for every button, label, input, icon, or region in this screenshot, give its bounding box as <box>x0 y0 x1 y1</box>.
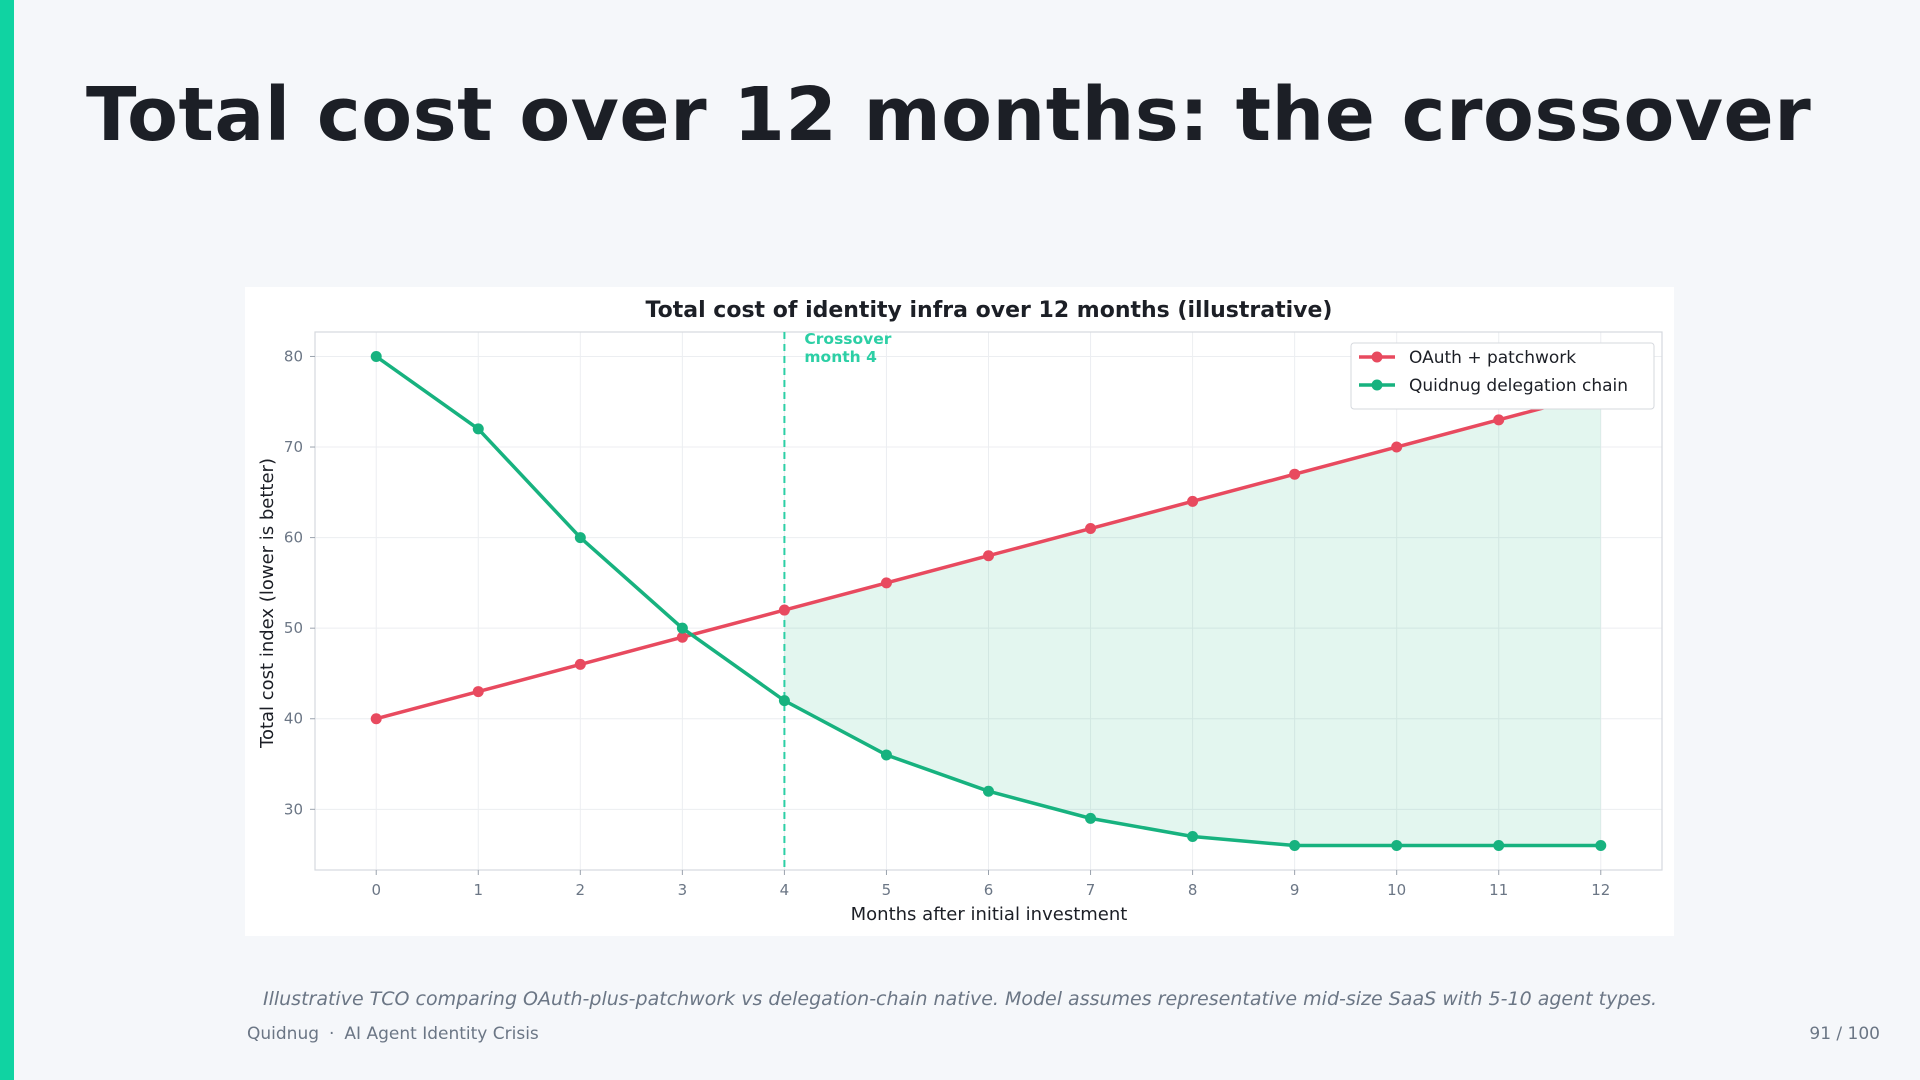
series-1-point <box>370 350 382 362</box>
accent-bar <box>0 0 14 1080</box>
series-0-point <box>880 577 892 589</box>
legend-marker-oauth <box>1371 351 1383 363</box>
series-0-point <box>983 550 994 562</box>
x-tick-label: 5 <box>882 881 892 899</box>
series-0-point <box>1187 495 1199 507</box>
series-0-point <box>472 686 484 698</box>
series-1-point <box>1391 840 1403 852</box>
series-1-point <box>983 785 994 797</box>
slide-title: Total cost over 12 months: the crossover <box>86 72 1812 158</box>
series-1-point <box>676 622 688 634</box>
x-tick-label: 3 <box>678 881 688 899</box>
y-tick-label: 50 <box>284 619 303 637</box>
series-1-point <box>1493 840 1505 852</box>
x-tick-label: 10 <box>1387 881 1406 899</box>
series-0-point <box>574 658 586 670</box>
series-0-point <box>778 604 790 616</box>
footer-left: Quidnug · AI Agent Identity Crisis <box>247 1024 539 1044</box>
y-tick-label: 70 <box>284 438 303 456</box>
chart-legend: OAuth + patchwork Quidnug delegation cha… <box>1350 342 1655 410</box>
footer-separator: · <box>329 1024 335 1044</box>
footer-deck-title: AI Agent Identity Crisis <box>344 1024 539 1044</box>
footer-brand: Quidnug <box>247 1024 320 1044</box>
series-1-point <box>880 749 892 761</box>
x-tick-label: 12 <box>1591 881 1610 899</box>
legend-label-oauth: OAuth + patchwork <box>1409 348 1576 368</box>
x-tick-label: 0 <box>371 881 381 899</box>
y-tick-label: 60 <box>284 529 303 547</box>
series-1-point <box>1289 840 1301 852</box>
x-tick-label: 7 <box>1086 881 1096 899</box>
x-tick-label: 11 <box>1489 881 1508 899</box>
x-tick-label: 8 <box>1188 881 1198 899</box>
series-0-point <box>1289 468 1301 480</box>
x-tick-label: 1 <box>473 881 483 899</box>
y-tick-label: 80 <box>284 347 303 365</box>
chart-title: Total cost of identity infra over 12 mon… <box>646 298 1333 323</box>
series-layer <box>370 350 1607 852</box>
series-1-point <box>574 532 586 544</box>
legend-marker-quidnug <box>1371 379 1383 391</box>
page-number: 91 / 100 <box>1809 1024 1880 1044</box>
legend-label-quidnug: Quidnug delegation chain <box>1409 376 1628 396</box>
series-0-point <box>1085 523 1097 535</box>
y-tick-label: 40 <box>284 710 303 728</box>
slide-caption: Illustrative TCO comparing OAuth-plus-pa… <box>262 988 1658 1010</box>
x-tick-label: 2 <box>576 881 586 899</box>
x-tick-label: 9 <box>1290 881 1300 899</box>
series-1-point <box>472 423 484 435</box>
legend-frame <box>1350 342 1655 410</box>
y-axis-label: Total cost index (lower is better) <box>257 458 278 749</box>
x-tick-label: 6 <box>984 881 994 899</box>
x-tick-label: 4 <box>780 881 790 899</box>
x-axis-label: Months after initial investment <box>851 904 1128 925</box>
crossover-annotation-line2: month 4 <box>804 348 877 366</box>
series-1-point <box>1595 840 1607 852</box>
advantage-fill-area <box>784 392 1601 846</box>
series-1-point <box>1187 830 1199 842</box>
series-1-point <box>1085 812 1097 824</box>
series-1-point <box>778 695 790 707</box>
series-0-point <box>676 631 688 643</box>
y-tick-label: 30 <box>284 800 303 818</box>
series-0-point <box>1493 414 1505 426</box>
chart-card: 0 1 2 3 4 5 6 7 8 9 10 11 12 30 40 50 60 70 80 Total cost … <box>245 287 1674 936</box>
series-0-point <box>1391 441 1403 453</box>
crossover-annotation-line1: Crossover <box>804 330 891 348</box>
series-0-point <box>370 713 382 725</box>
